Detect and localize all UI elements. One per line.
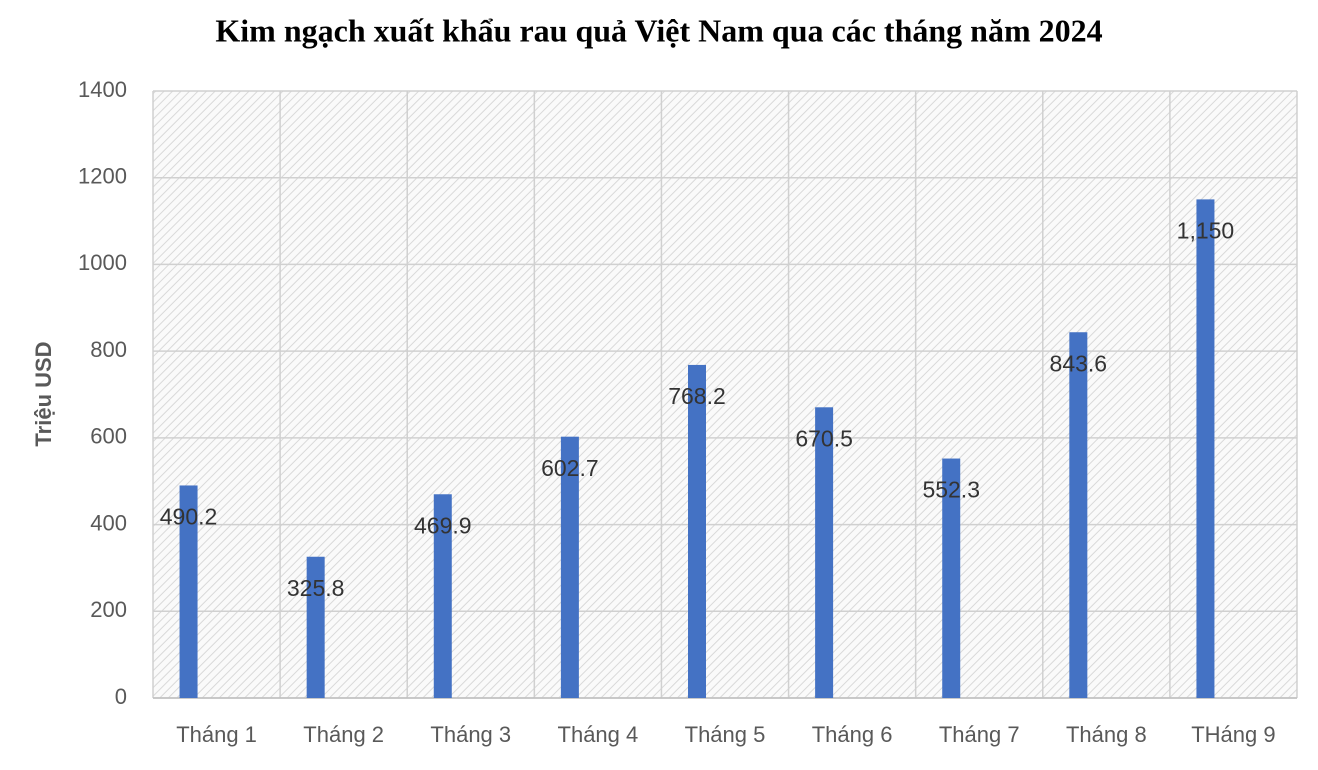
data-label: 325.8: [287, 575, 345, 601]
data-label: 469.9: [414, 512, 472, 538]
y-tick-label: 1400: [78, 77, 127, 102]
y-axis-title: Triệu USD: [31, 341, 56, 446]
y-tick-label: 400: [90, 510, 127, 535]
bar: [560, 436, 579, 698]
x-tick-label: Tháng 7: [939, 722, 1020, 747]
bar: [179, 485, 198, 698]
data-label: 768.2: [668, 383, 726, 409]
chart-title: Kim ngạch xuất khẩu rau quả Việt Nam qua…: [215, 12, 1102, 48]
x-tick-label: THáng 9: [1191, 722, 1275, 747]
bar: [688, 364, 706, 698]
y-tick-label: 800: [90, 337, 127, 362]
x-tick-label: Tháng 1: [176, 722, 257, 747]
x-tick-label: Tháng 2: [303, 722, 384, 747]
y-tick-label: 1000: [78, 250, 127, 275]
bar: [306, 556, 325, 698]
data-label: 552.3: [922, 477, 980, 503]
bar: [433, 494, 452, 698]
x-tick-label: Tháng 5: [685, 722, 766, 747]
data-label: 490.2: [160, 504, 218, 530]
bar: [942, 458, 961, 698]
bar: [815, 407, 834, 698]
y-tick-label: 200: [90, 597, 127, 622]
bar: [1069, 332, 1088, 698]
data-label: 670.5: [795, 425, 853, 451]
data-label: 843.6: [1050, 350, 1108, 376]
data-label: 602.7: [541, 455, 599, 481]
x-tick-label: Tháng 6: [812, 722, 893, 747]
x-tick-label: Tháng 4: [558, 722, 639, 747]
plot-area: [153, 91, 1297, 698]
bar: [1196, 199, 1215, 698]
x-tick-label: Tháng 3: [430, 722, 511, 747]
y-tick-label: 0: [115, 684, 127, 709]
y-tick-label: 1200: [78, 164, 127, 189]
y-tick-label: 600: [90, 424, 127, 449]
x-tick-label: Tháng 8: [1066, 722, 1147, 747]
data-label: 1,150: [1177, 217, 1235, 243]
